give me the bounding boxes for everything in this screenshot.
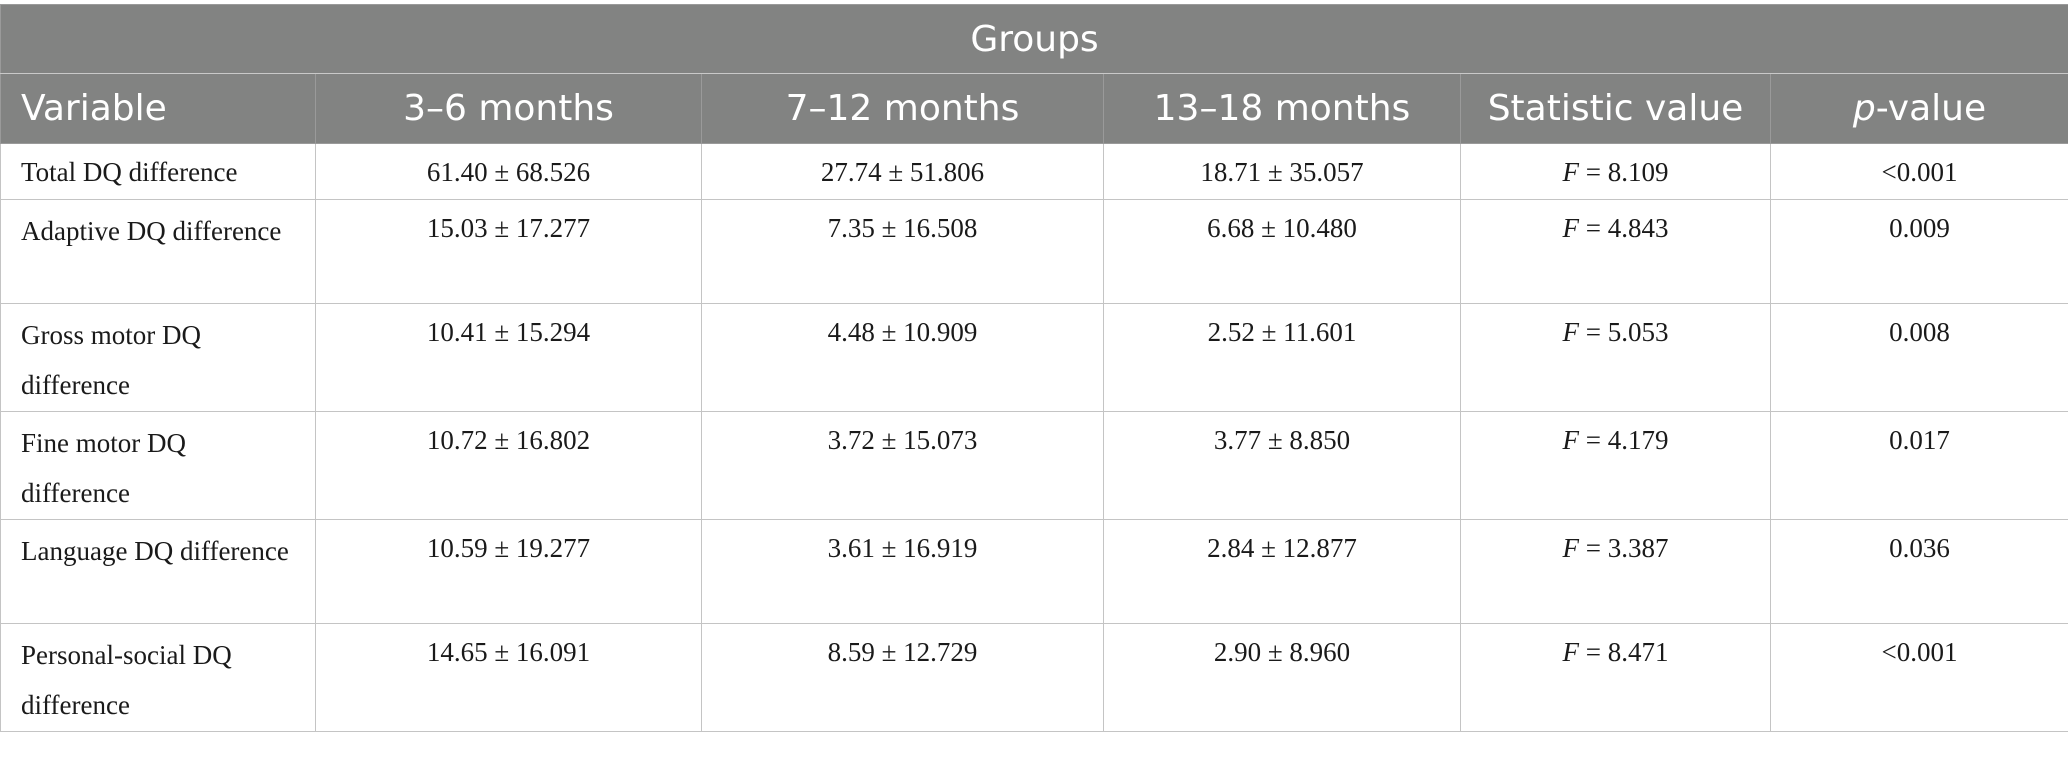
header-variable: Variable — [0, 73, 316, 144]
row-variable: Personal-social DQ difference — [0, 623, 316, 732]
group-header-row: Groups — [0, 4, 2068, 74]
header-13-18-months: 13–18 months — [1103, 73, 1461, 144]
table-row: Language DQ difference 10.59 ± 19.277 3.… — [0, 519, 2068, 624]
statistic-value: = 5.053 — [1579, 317, 1669, 347]
table-row: Gross motor DQ difference 10.41 ± 15.294… — [0, 303, 2068, 412]
cell-p-value: 0.036 — [1769, 519, 2068, 624]
cell-p-value: 0.017 — [1769, 411, 2068, 520]
cell-3-6-months: 14.65 ± 16.091 — [315, 623, 702, 732]
cell-statistic: F = 8.471 — [1460, 623, 1771, 732]
cell-7-12-months: 7.35 ± 16.508 — [701, 199, 1104, 304]
statistic-symbol: F — [1562, 425, 1580, 455]
cell-statistic: F = 4.843 — [1460, 199, 1771, 304]
statistic-value: = 4.843 — [1579, 213, 1669, 243]
statistic-symbol: F — [1562, 637, 1580, 667]
statistic-value: = 8.109 — [1579, 157, 1669, 187]
p-symbol: p — [1852, 88, 1876, 129]
header-statistic-value: Statistic value — [1460, 73, 1771, 144]
cell-statistic: F = 5.053 — [1460, 303, 1771, 412]
cell-3-6-months: 10.59 ± 19.277 — [315, 519, 702, 624]
cell-statistic: F = 4.179 — [1460, 411, 1771, 520]
cell-13-18-months: 3.77 ± 8.850 — [1103, 411, 1461, 520]
statistic-symbol: F — [1562, 533, 1580, 563]
cell-3-6-months: 10.72 ± 16.802 — [315, 411, 702, 520]
statistic-value: = 8.471 — [1579, 637, 1669, 667]
cell-statistic: F = 3.387 — [1460, 519, 1771, 624]
column-header-row: Variable 3–6 months 7–12 months 13–18 mo… — [0, 73, 2068, 144]
table-row: Personal-social DQ difference 14.65 ± 16… — [0, 623, 2068, 732]
table-row: Adaptive DQ difference 15.03 ± 17.277 7.… — [0, 199, 2068, 304]
row-variable: Language DQ difference — [0, 519, 316, 624]
cell-7-12-months: 4.48 ± 10.909 — [701, 303, 1104, 412]
statistic-value: = 4.179 — [1579, 425, 1669, 455]
header-3-6-months: 3–6 months — [315, 73, 702, 144]
results-table: Groups Variable 3–6 months 7–12 months 1… — [0, 4, 2068, 732]
cell-3-6-months: 61.40 ± 68.526 — [315, 143, 702, 200]
row-variable: Fine motor DQ difference — [0, 411, 316, 520]
header-7-12-months: 7–12 months — [701, 73, 1104, 144]
table-row: Fine motor DQ difference 10.72 ± 16.802 … — [0, 411, 2068, 520]
header-p-value: p-value — [1769, 73, 2068, 144]
cell-7-12-months: 27.74 ± 51.806 — [701, 143, 1104, 200]
cell-7-12-months: 8.59 ± 12.729 — [701, 623, 1104, 732]
cell-p-value: 0.008 — [1769, 303, 2068, 412]
cell-13-18-months: 2.52 ± 11.601 — [1103, 303, 1461, 412]
p-value-suffix: -value — [1875, 88, 1987, 129]
row-variable: Total DQ difference — [0, 143, 316, 200]
row-variable: Adaptive DQ difference — [0, 199, 316, 304]
cell-13-18-months: 6.68 ± 10.480 — [1103, 199, 1461, 304]
cell-p-value: <0.001 — [1769, 143, 2068, 200]
statistic-symbol: F — [1562, 157, 1580, 187]
statistic-symbol: F — [1562, 213, 1580, 243]
results-table-container: Groups Variable 3–6 months 7–12 months 1… — [0, 4, 2068, 732]
groups-header: Groups — [0, 4, 2068, 74]
cell-7-12-months: 3.72 ± 15.073 — [701, 411, 1104, 520]
statistic-symbol: F — [1562, 317, 1580, 347]
cell-3-6-months: 10.41 ± 15.294 — [315, 303, 702, 412]
cell-13-18-months: 2.84 ± 12.877 — [1103, 519, 1461, 624]
cell-p-value: 0.009 — [1769, 199, 2068, 304]
cell-p-value: <0.001 — [1769, 623, 2068, 732]
statistic-value: = 3.387 — [1579, 533, 1669, 563]
cell-statistic: F = 8.109 — [1460, 143, 1771, 200]
cell-3-6-months: 15.03 ± 17.277 — [315, 199, 702, 304]
row-variable: Gross motor DQ difference — [0, 303, 316, 412]
table-row: Total DQ difference 61.40 ± 68.526 27.74… — [0, 143, 2068, 200]
cell-7-12-months: 3.61 ± 16.919 — [701, 519, 1104, 624]
cell-13-18-months: 18.71 ± 35.057 — [1103, 143, 1461, 200]
cell-13-18-months: 2.90 ± 8.960 — [1103, 623, 1461, 732]
